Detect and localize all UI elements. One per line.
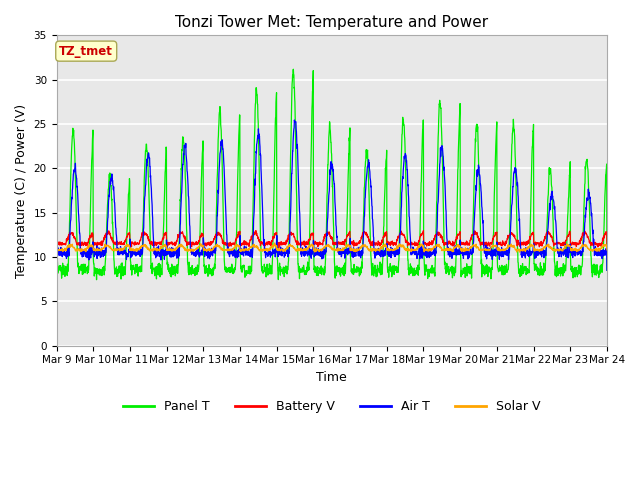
Battery V — [555, 240, 563, 246]
Solar V — [603, 247, 611, 253]
Panel T — [52, 235, 60, 241]
Panel T — [555, 265, 563, 271]
Panel T — [603, 267, 611, 273]
Panel T — [570, 271, 578, 276]
Solar V — [570, 248, 578, 253]
Y-axis label: Temperature (C) / Power (V): Temperature (C) / Power (V) — [15, 103, 28, 277]
Air T — [492, 253, 500, 259]
Battery V — [603, 241, 611, 247]
X-axis label: Time: Time — [316, 371, 347, 384]
Panel T — [207, 266, 214, 272]
Solar V — [555, 247, 563, 253]
Battery V — [52, 240, 60, 246]
Solar V — [206, 247, 214, 253]
Battery V — [570, 240, 578, 246]
Line: Air T: Air T — [56, 120, 607, 270]
Air T — [555, 247, 563, 253]
Solar V — [360, 242, 367, 248]
Air T — [206, 254, 214, 260]
Battery V — [252, 228, 260, 233]
Air T — [291, 117, 298, 123]
Line: Solar V: Solar V — [56, 243, 607, 252]
Air T — [348, 250, 356, 256]
Panel T — [360, 200, 368, 205]
Air T — [570, 247, 578, 253]
Battery V — [275, 245, 283, 251]
Air T — [52, 231, 60, 237]
Line: Panel T: Panel T — [56, 69, 607, 280]
Battery V — [360, 229, 368, 235]
Solar V — [492, 243, 500, 249]
Line: Battery V: Battery V — [56, 230, 607, 248]
Legend: Panel T, Battery V, Air T, Solar V: Panel T, Battery V, Air T, Solar V — [118, 396, 546, 418]
Panel T — [289, 66, 297, 72]
Solar V — [52, 246, 60, 252]
Text: TZ_tmet: TZ_tmet — [60, 45, 113, 58]
Air T — [603, 267, 611, 273]
Air T — [360, 229, 367, 235]
Battery V — [348, 241, 356, 247]
Solar V — [516, 249, 524, 255]
Panel T — [93, 277, 100, 283]
Panel T — [348, 270, 356, 276]
Battery V — [492, 231, 500, 237]
Title: Tonzi Tower Met: Temperature and Power: Tonzi Tower Met: Temperature and Power — [175, 15, 488, 30]
Battery V — [206, 242, 214, 248]
Solar V — [271, 240, 278, 246]
Panel T — [492, 137, 500, 143]
Solar V — [348, 247, 356, 253]
